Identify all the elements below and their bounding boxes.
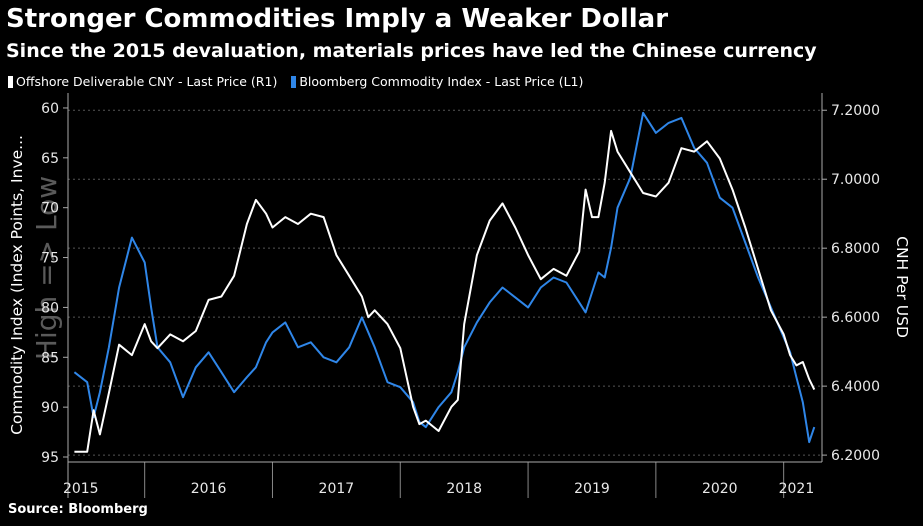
x-tick-label-2021: 2021	[779, 481, 815, 497]
legend-item-bcom: Bloomberg Commodity Index - Last Price (…	[291, 74, 583, 89]
left-tick-label-2: 70	[41, 201, 59, 217]
year-separators	[144, 462, 785, 498]
legend-swatch-cny	[8, 75, 13, 88]
right-tick-label-3: 6.8000	[831, 241, 880, 257]
chart-title: Stronger Commodities Imply a Weaker Doll…	[6, 4, 669, 34]
series-lines	[73, 111, 816, 453]
x-tick-label-2020: 2020	[702, 481, 738, 497]
left-tick-label-0: 60	[41, 101, 59, 117]
x-tick-label-2018: 2018	[446, 481, 482, 497]
legend-label-bcom: Bloomberg Commodity Index - Last Price (…	[299, 74, 584, 89]
x-tick-label-2016: 2016	[191, 481, 227, 497]
left-tick-label-1: 65	[41, 151, 59, 167]
source-note: Source: Bloomberg	[8, 502, 148, 517]
series-line-commodity-index	[73, 111, 816, 444]
x-tick-label-2019: 2019	[574, 481, 610, 497]
series-line-cny	[74, 129, 816, 453]
left-tick-label-7: 95	[41, 450, 59, 466]
legend-label-cny: Offshore Deliverable CNY - Last Price (R…	[16, 74, 278, 89]
left-axis-label: Commodity Index (Index Points, Inve...	[8, 135, 26, 435]
watermark-high-low: High => Low	[30, 176, 63, 360]
left-tick-label-4: 80	[41, 300, 59, 316]
right-axis-label: CNH Per USD	[893, 236, 911, 338]
right-tick-label-0: 6.2000	[831, 448, 880, 464]
right-tick-labels: 6.2000 6.4000 6.6000 6.8000 7.0000 7.2000	[822, 103, 880, 464]
left-tick-label-5: 85	[41, 350, 59, 366]
legend-item-cny: Offshore Deliverable CNY - Last Price (R…	[8, 74, 277, 89]
right-tick-label-5: 7.2000	[831, 103, 880, 119]
right-tick-label-2: 6.6000	[831, 310, 880, 326]
left-tick-label-3: 75	[41, 251, 59, 267]
legend: Offshore Deliverable CNY - Last Price (R…	[8, 74, 583, 89]
x-tick-label-2017: 2017	[319, 481, 355, 497]
left-tick-labels: 60 65 70 75 80 85 90 95	[41, 101, 68, 466]
right-tick-label-4: 7.0000	[831, 172, 880, 188]
left-tick-label-6: 90	[41, 400, 59, 416]
legend-swatch-bcom	[291, 75, 297, 88]
x-tick-label-2015: 2015	[63, 481, 99, 497]
chart-subtitle: Since the 2015 devaluation, materials pr…	[6, 40, 817, 62]
plot-frame	[67, 93, 823, 498]
right-tick-label-1: 6.4000	[831, 379, 880, 395]
grid-lines	[68, 109, 822, 456]
x-tick-labels: 2015 2016 2017 2018 2019 2020 2021	[63, 481, 814, 497]
